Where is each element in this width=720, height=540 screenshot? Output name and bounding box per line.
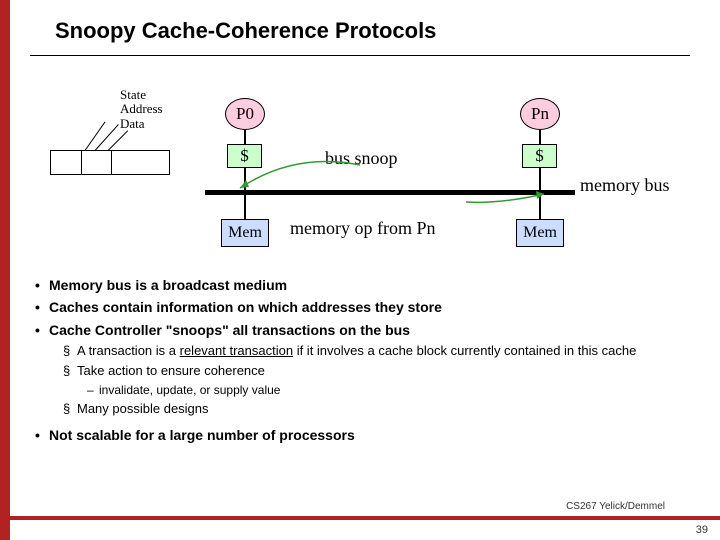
footer-credit: CS267 Yelick/Demmel: [566, 501, 665, 512]
slide-title: Snoopy Cache-Coherence Protocols: [55, 18, 436, 44]
mem-op-arrow: [460, 191, 550, 205]
mem-right: Mem: [516, 219, 564, 247]
cache-pn: $: [522, 144, 557, 168]
mem-left: Mem: [221, 219, 269, 247]
connector: [244, 130, 246, 144]
text-underline: relevant transaction: [180, 343, 293, 358]
pointer-line: [85, 122, 106, 151]
sub-bullet: Many possible designs: [35, 400, 685, 419]
state-line1: State: [120, 87, 146, 102]
bullet: Caches contain information on which addr…: [35, 297, 685, 317]
sub-sub-bullet: invalidate, update, or supply value: [35, 382, 685, 399]
proc-p0: P0: [225, 98, 265, 130]
sub-bullet: Take action to ensure coherence: [35, 362, 685, 381]
accent-bar-bottom: [0, 516, 720, 520]
title-underline: [30, 55, 690, 56]
bullet: Cache Controller "snoops" all transactio…: [35, 320, 685, 340]
sub-bullet: A transaction is a relevant transaction …: [35, 342, 685, 361]
bullet: Memory bus is a broadcast medium: [35, 275, 685, 295]
cache-diagram: State Address Data P0 $ Pn $ bus snoop m…: [30, 70, 690, 265]
state-label: State Address Data: [120, 88, 163, 131]
connector: [539, 168, 541, 190]
text: if it involves a cache block currently c…: [293, 343, 636, 358]
bullet-list: Memory bus is a broadcast medium Caches …: [35, 275, 685, 447]
connector: [244, 195, 246, 219]
text: A transaction is a: [77, 343, 180, 358]
cache-line-box: [50, 150, 170, 175]
state-line3: Data: [120, 116, 145, 131]
mem-op-label: memory op from Pn: [290, 218, 436, 239]
pointer-line: [95, 124, 119, 151]
state-line2: Address: [120, 101, 163, 116]
memory-bus-label: memory bus: [580, 175, 670, 196]
page-number: 39: [696, 524, 708, 536]
accent-bar-left: [0, 0, 10, 540]
bullet: Not scalable for a large number of proce…: [35, 425, 685, 445]
connector: [539, 130, 541, 144]
proc-pn: Pn: [520, 98, 560, 130]
